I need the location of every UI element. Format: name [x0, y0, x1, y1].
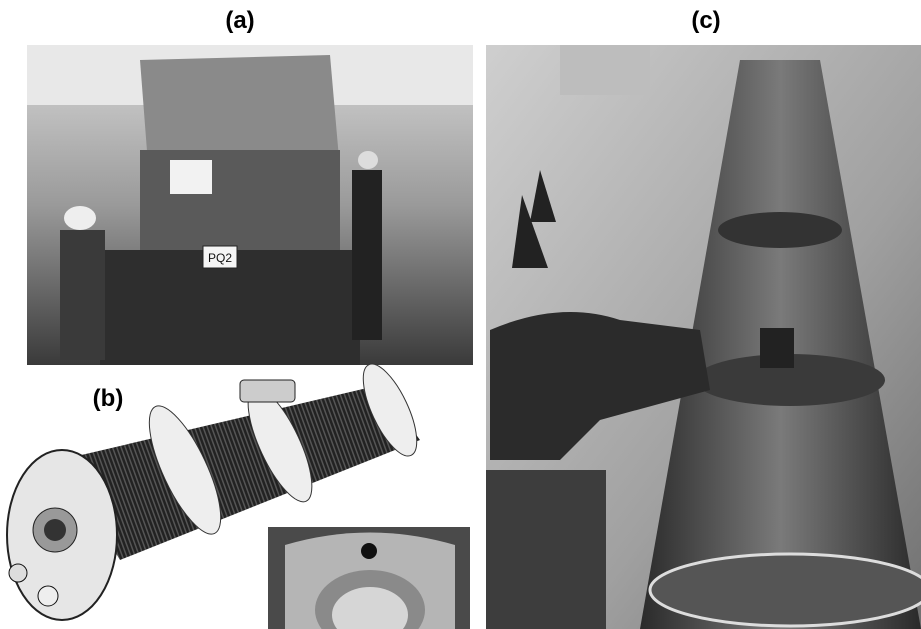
- render-b: [7, 357, 470, 629]
- panel-label: (c): [691, 7, 720, 34]
- sign-text: PQ2: [208, 251, 232, 265]
- figure-canvas: (a) PQ2 (b) (c): [0, 0, 921, 629]
- photo-a: PQ2: [27, 45, 473, 365]
- panel-label: (b): [93, 385, 124, 412]
- figure: (a) PQ2 (b) (c): [0, 0, 921, 629]
- photo-c: [486, 45, 921, 629]
- panel-label: (a): [225, 7, 254, 34]
